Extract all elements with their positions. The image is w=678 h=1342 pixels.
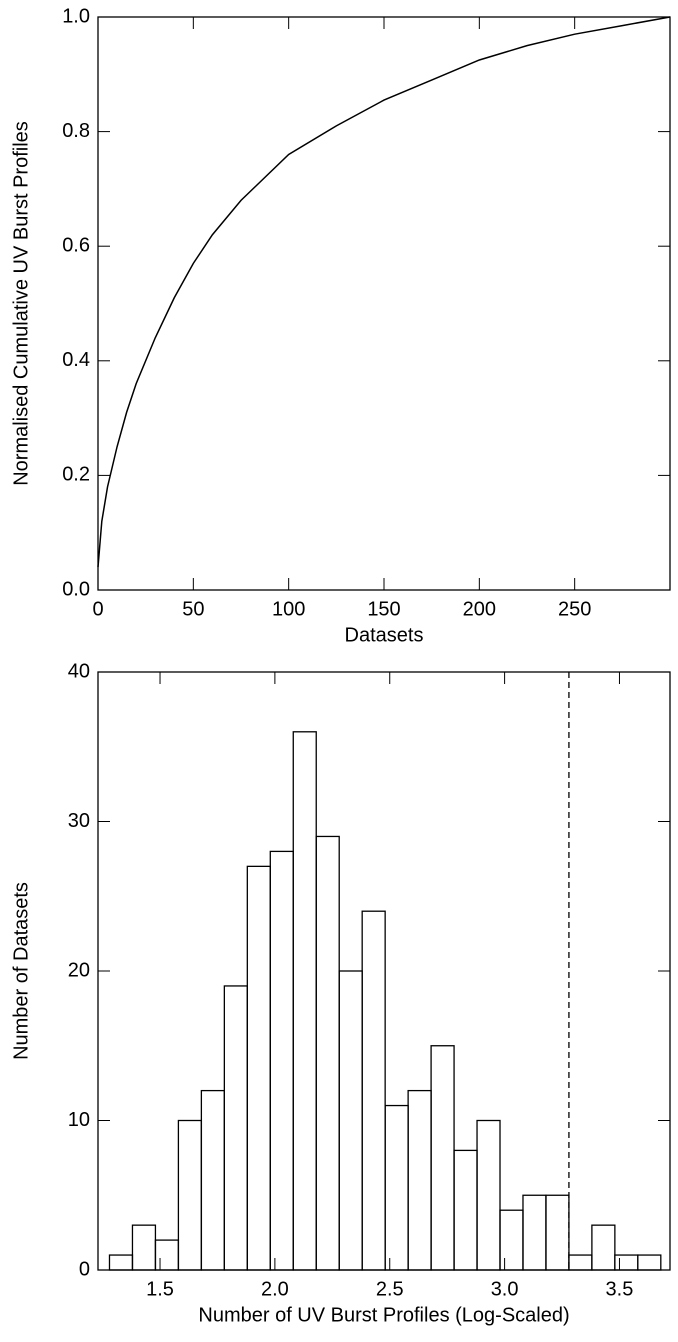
x-tick-label: 2.5: [376, 1278, 404, 1300]
hist-bar: [200, 1089, 225, 1271]
hist-bar: [453, 1149, 478, 1271]
y-tick-label: 20: [68, 959, 90, 981]
curve: [97, 16, 671, 568]
x-tick-label: 2.0: [261, 1278, 289, 1300]
hist-bar: [637, 1254, 662, 1271]
y-tick-label: 0.0: [62, 578, 90, 600]
hist-bar: [591, 1224, 616, 1271]
hist-bar: [292, 731, 317, 1271]
x-tick-label: 150: [367, 598, 400, 620]
hist-bar: [499, 1209, 524, 1271]
x-tick-label: 100: [272, 598, 305, 620]
hist-bar: [223, 985, 248, 1271]
y-tick-label: 0.6: [62, 234, 90, 256]
y-tick-label: 0.4: [62, 349, 90, 371]
hist-bar: [430, 1045, 455, 1271]
y-tick-label: 10: [68, 1109, 90, 1131]
hist-bar: [568, 1254, 593, 1271]
x-axis-title: Number of UV Burst Profiles (Log-Scaled): [198, 1304, 569, 1326]
x-axis-title: Datasets: [345, 624, 424, 646]
x-tick-label: 3.5: [606, 1278, 634, 1300]
hist-bar: [384, 1104, 409, 1271]
x-tick-label: 50: [182, 598, 204, 620]
hist-bar: [108, 1254, 134, 1271]
x-tick-label: 250: [558, 598, 591, 620]
hist-bar: [476, 1119, 501, 1271]
x-tick-label: 200: [463, 598, 496, 620]
hist-bar: [177, 1119, 203, 1271]
y-tick-label: 30: [68, 810, 90, 832]
hist-bar: [614, 1254, 639, 1271]
hist-bar: [361, 910, 386, 1271]
hist-bar: [154, 1239, 180, 1271]
y-tick-label: 40: [68, 660, 90, 682]
hist-bar: [338, 970, 363, 1271]
y-tick-label: 0.8: [62, 120, 90, 142]
hist-bar: [522, 1194, 547, 1271]
y-tick-label: 0: [79, 1258, 90, 1280]
x-tick-label: 3.0: [491, 1278, 519, 1300]
y-tick-label: 1.0: [62, 5, 90, 27]
y-axis-title: Normalised Cumulative UV Burst Profiles: [10, 121, 32, 486]
hist-bar: [269, 850, 294, 1271]
plot-frame: [97, 671, 671, 1271]
hist-bar: [407, 1089, 432, 1271]
hist-bar: [545, 1194, 570, 1271]
plot-frame: [97, 16, 671, 591]
y-tick-label: 0.2: [62, 464, 90, 486]
x-tick-label: 0: [92, 598, 103, 620]
y-axis-title: Number of Datasets: [10, 882, 32, 1060]
x-tick-label: 1.5: [146, 1278, 174, 1300]
hist-bar: [246, 865, 271, 1271]
hist-bar: [315, 835, 340, 1271]
hist-bar: [131, 1224, 157, 1271]
